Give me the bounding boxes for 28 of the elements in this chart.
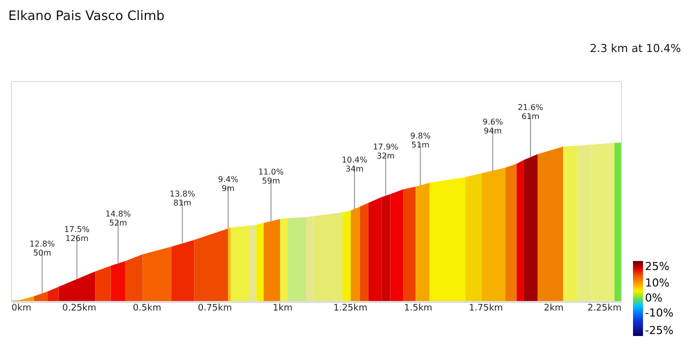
x-tick-label: 1.25km bbox=[333, 304, 368, 314]
annotation: 17.5% 126m bbox=[64, 225, 90, 244]
annotation: 9.4% 9m bbox=[218, 174, 239, 193]
annotation: 9.6% 94m bbox=[482, 117, 504, 136]
x-tick-label: 2km bbox=[544, 304, 564, 314]
x-tick-label: 1.75km bbox=[468, 304, 503, 314]
x-tick-label: 0.75km bbox=[198, 304, 232, 314]
annotation: 17.9% 32m bbox=[372, 142, 399, 160]
x-tick-label: 0.25km bbox=[62, 304, 96, 314]
x-tick-label: 2.25km bbox=[587, 304, 622, 314]
color-bar-label: 10% bbox=[645, 276, 670, 290]
x-tick-label: 0km bbox=[12, 304, 32, 314]
annotation: 10.4% 34m bbox=[342, 155, 368, 174]
annotation: 9.8% 51m bbox=[410, 132, 431, 150]
chart-title: Elkano Pais Vasco Climb bbox=[8, 9, 164, 24]
color-bar-label: -10% bbox=[645, 306, 674, 320]
annotation: 11.0% 59m bbox=[258, 167, 284, 186]
chart-subtitle: 2.3 km at 10.4% bbox=[590, 42, 681, 55]
x-tick-label: 0.5km bbox=[132, 304, 162, 314]
x-tick-label: 1km bbox=[272, 304, 292, 314]
annotation: 13.8% 81m bbox=[170, 189, 196, 208]
color-bar-label: 0% bbox=[645, 292, 662, 304]
annotation: 14.8% 52m bbox=[105, 209, 132, 228]
color-bar-label: 25% bbox=[645, 260, 670, 273]
color-bar-label: -25% bbox=[645, 324, 674, 337]
x-tick-label: 1.5km bbox=[404, 304, 432, 314]
annotation: 12.8% 50m bbox=[29, 239, 56, 258]
annotation: 21.6% 61m bbox=[518, 103, 544, 122]
